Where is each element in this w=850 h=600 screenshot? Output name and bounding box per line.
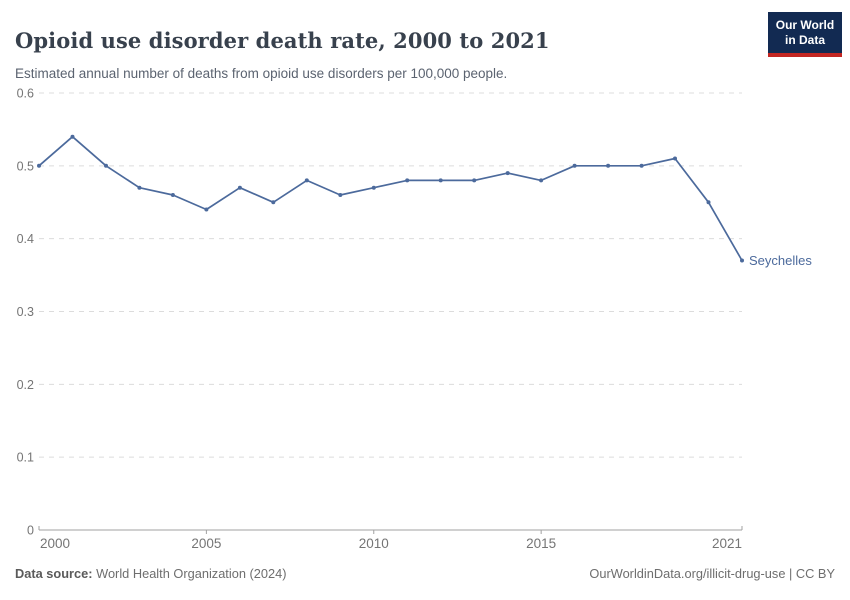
data-point[interactable] (104, 163, 108, 168)
y-tick-label: 0.6 (17, 87, 34, 101)
data-point[interactable] (304, 178, 309, 183)
y-tick-label: 0.2 (17, 378, 34, 392)
y-tick-label: 0 (27, 524, 34, 538)
data-source-label: Data source: (15, 566, 93, 581)
data-point[interactable] (472, 178, 477, 183)
data-point[interactable] (706, 200, 711, 205)
data-source-value: World Health Organization (2024) (96, 566, 287, 581)
data-point[interactable] (338, 193, 343, 197)
data-point[interactable] (438, 178, 443, 183)
data-point[interactable] (137, 185, 142, 190)
owid-logo[interactable]: Our World in Data (768, 12, 842, 57)
y-tick-label: 0.3 (17, 305, 34, 319)
y-tick-label: 0.5 (17, 159, 34, 173)
data-point[interactable] (70, 134, 75, 139)
x-tick-label: 2000 (40, 536, 70, 551)
chart-subtitle: Estimated annual number of deaths from o… (15, 65, 508, 81)
data-point[interactable] (170, 193, 175, 197)
data-point[interactable] (37, 163, 41, 168)
data-source: Data source: World Health Organization (… (15, 566, 287, 581)
data-point[interactable] (271, 200, 276, 205)
trend-line[interactable] (38, 135, 743, 261)
chart-footer: Data source: World Health Organization (… (15, 566, 835, 581)
data-point[interactable] (606, 163, 611, 168)
data-point[interactable] (371, 185, 376, 190)
y-tick-label: 0.4 (17, 232, 34, 246)
x-tick-label: 2010 (359, 536, 389, 551)
owid-logo-line1: Our World (775, 18, 835, 32)
data-point[interactable] (572, 163, 577, 168)
series-end-label[interactable]: Seychelles (749, 253, 812, 268)
data-point[interactable] (405, 178, 410, 183)
data-point[interactable] (237, 185, 242, 190)
data-point[interactable] (204, 207, 209, 212)
license-link[interactable]: OurWorldinData.org/illicit-drug-use | CC… (589, 566, 835, 581)
data-point[interactable] (639, 163, 644, 168)
data-point[interactable] (740, 258, 744, 263)
data-point[interactable] (505, 171, 510, 176)
data-point[interactable] (539, 178, 544, 183)
x-tick-label: 2005 (191, 536, 221, 551)
x-tick-label: 2015 (526, 536, 556, 551)
data-point[interactable] (673, 156, 677, 161)
owid-logo-line2: in Data (784, 33, 825, 47)
chart-title: Opioid use disorder death rate, 2000 to … (15, 28, 550, 54)
y-tick-label: 0.1 (17, 451, 34, 465)
x-tick-label: 2021 (712, 536, 742, 551)
